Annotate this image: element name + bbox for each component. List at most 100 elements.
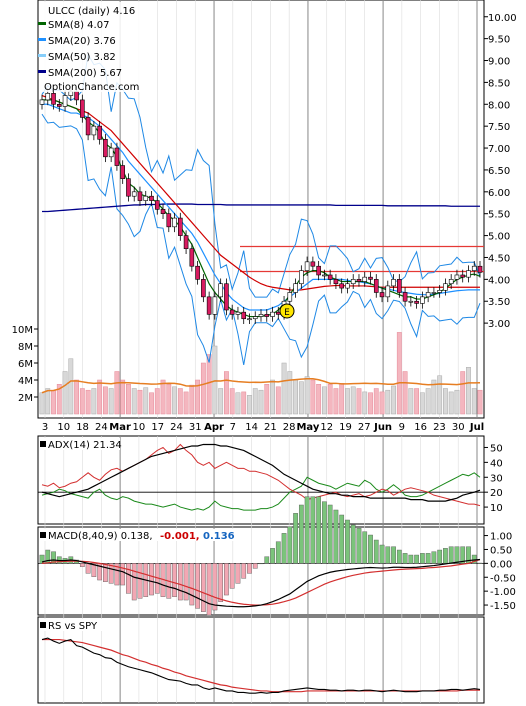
volume-bar: [56, 384, 62, 415]
volume-tick-label: 10M: [12, 325, 33, 336]
candle-body: [189, 248, 195, 267]
volume-bar: [419, 392, 425, 415]
macd-histogram-bar: [103, 563, 108, 582]
candle-body: [287, 292, 293, 302]
macd-tick-label: 1.00: [490, 532, 512, 543]
volume-bar: [126, 384, 131, 415]
volume-tick-label: 2M: [18, 393, 33, 404]
volume-bar: [431, 379, 437, 415]
volume-bar: [298, 381, 304, 415]
x-tick-label: Apr: [204, 422, 224, 433]
volume-bar: [74, 379, 79, 415]
candle-body: [114, 147, 120, 166]
volume-bar: [471, 388, 477, 415]
volume-average-line: [41, 377, 481, 394]
x-tick-label: 17: [151, 422, 164, 433]
candle-body: [454, 274, 460, 280]
macd-histogram-bar: [281, 533, 287, 564]
volume-bar: [108, 388, 114, 415]
volume-bar: [391, 385, 396, 415]
macd-histogram-bar: [327, 504, 333, 564]
macd-tick-label: -1.00: [490, 587, 516, 598]
sma200-line: [42, 203, 480, 213]
candle-body: [397, 279, 402, 293]
volume-bar: [333, 388, 339, 415]
candle-body: [178, 217, 183, 236]
x-tick-label: 16: [414, 422, 427, 433]
candle-body: [224, 283, 229, 311]
macd-histogram-bar: [402, 553, 408, 564]
volume-bar: [414, 388, 420, 415]
candle-body: [206, 296, 212, 315]
price-tick-label: 7.50: [488, 122, 510, 133]
x-tick-label: 24: [95, 422, 108, 433]
candle-body: [149, 195, 154, 201]
volume-bar: [304, 376, 310, 415]
macd-histogram-bar: [408, 554, 414, 564]
candle-body: [460, 274, 466, 278]
x-tick-label: May: [296, 422, 319, 433]
price-tick-label: 4.50: [488, 253, 510, 264]
rs-title: RS vs SPY: [48, 621, 98, 632]
macd-histogram-bar: [252, 563, 258, 569]
legend-swatch-sma50: [38, 54, 46, 57]
volume-bar: [79, 388, 85, 415]
candle-body: [471, 265, 477, 271]
candle-body: [310, 261, 316, 267]
macd-title: MACD(8,40,9) 0.138,: [48, 531, 153, 542]
macd-histogram-bar: [275, 541, 281, 564]
adx-title: ADX(14) 21.34: [48, 440, 122, 451]
candle-body: [160, 209, 166, 215]
candle-body: [212, 296, 218, 315]
volume-bar: [327, 384, 333, 415]
volume-tick-label: 8M: [18, 342, 33, 353]
candle-body: [154, 200, 160, 210]
volume-bar: [172, 386, 177, 415]
candle-body: [39, 99, 45, 105]
candle-body: [252, 316, 258, 320]
price-tick-label: 10.00: [488, 13, 517, 24]
candle-body: [373, 279, 379, 293]
adx-tick-label: 40: [490, 458, 503, 469]
price-tick-label: 6.00: [488, 188, 510, 199]
volume-bar: [425, 388, 431, 415]
volume-bar: [229, 388, 235, 415]
volume-bar: [258, 389, 264, 415]
macd-histogram-bar: [322, 501, 327, 564]
volume-bar: [345, 388, 350, 415]
macd-histogram-bar: [460, 546, 466, 564]
macd-histogram-bar: [293, 513, 298, 564]
candle-body: [195, 265, 200, 280]
macd-histogram-bar: [287, 526, 293, 564]
volume-bar: [200, 362, 206, 415]
candle-body: [345, 283, 350, 289]
x-tick-label: 12: [320, 422, 333, 433]
legend-box: [40, 2, 144, 92]
macd-histogram-bar: [183, 563, 189, 601]
price-tick-label: 5.50: [488, 210, 510, 221]
candle-body: [62, 95, 68, 107]
volume-bar: [137, 389, 143, 415]
candle-body: [431, 292, 437, 294]
legend-sma200: SMA(200) 5.67: [48, 68, 122, 79]
candle-body: [126, 178, 131, 197]
price-tick-label: 7.00: [488, 144, 510, 155]
x-tick-label: 28: [283, 422, 296, 433]
candle-body: [339, 283, 344, 289]
macd-histogram-bar: [385, 546, 391, 564]
volume-bar: [252, 388, 258, 415]
x-tick-label: 18: [76, 422, 89, 433]
x-tick-label: 9: [399, 422, 405, 433]
volume-bar: [183, 391, 189, 415]
candle-body: [91, 125, 97, 136]
x-tick-label: 27: [358, 422, 371, 433]
macd-histogram-bar: [345, 519, 350, 564]
volume-bar: [362, 391, 368, 415]
volume-bar: [189, 384, 195, 415]
macd-histogram-bar: [310, 496, 316, 564]
candle-body: [51, 93, 56, 105]
volume-bar: [385, 389, 391, 415]
candle-body: [448, 279, 454, 285]
candle-body: [420, 296, 425, 304]
volume-bar: [91, 388, 97, 415]
